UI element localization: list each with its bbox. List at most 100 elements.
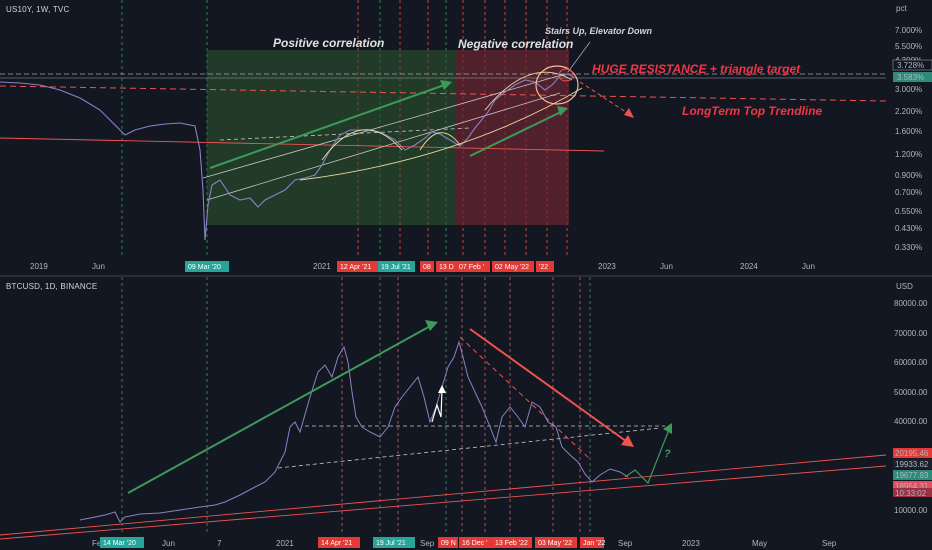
top-date-badges: 09 Mar '20 12 Apr '21 19 Jul '21 08 13 D 07 F… xyxy=(185,261,554,272)
bottom-date-badge: 19 Jul '21 xyxy=(373,537,415,548)
top-y-tick: 5.500% xyxy=(895,42,922,51)
rounding-arc-1 xyxy=(321,129,403,161)
btc-red-arrow-down xyxy=(469,328,631,445)
green-arrow-positive xyxy=(209,82,451,169)
btc-projection-arrowhead xyxy=(663,423,672,434)
rounding-arc-3 xyxy=(484,71,573,111)
bottom-y-tick: 10000.00 xyxy=(894,506,928,515)
bottom-date-badge: 13 Feb '22 xyxy=(492,537,532,548)
btcusd-chart-canvas[interactable]: ? 80000.00 70000.00 60000.00 50000.00 40000.… xyxy=(0,277,932,550)
top-date-badge: 02 May '22 xyxy=(492,261,534,272)
top-unit-label: pct xyxy=(896,4,907,13)
bottom-vertical-event-lines xyxy=(121,277,591,535)
top-trendline-red-dashed xyxy=(0,85,887,102)
top-date-badge: 13 D xyxy=(436,261,456,272)
top-x-tick: 2024 xyxy=(740,262,758,271)
bottom-date-badge: 16 Dec ' xyxy=(459,537,493,548)
svg-text:18954.31: 18954.31 xyxy=(895,482,929,491)
svg-text:19 Jul '21: 19 Jul '21 xyxy=(381,264,411,271)
bottom-y-tick: 80000.00 xyxy=(894,299,928,308)
support-curve xyxy=(299,87,583,181)
bottom-date-badge: 14 Apr '21 xyxy=(318,537,360,548)
top-y-tick: 0.330% xyxy=(895,243,922,252)
top-date-badge: 12 Apr '21 xyxy=(337,261,378,272)
us10y-price-line xyxy=(0,73,576,241)
bottom-x-tick: Jun xyxy=(162,539,175,548)
btcusd-price-line xyxy=(79,340,629,523)
top-y-tick: 7.000% xyxy=(895,26,922,35)
us10y-chart-pane[interactable]: Positive correlation Negative correlatio… xyxy=(0,0,932,276)
top-y-tick: 2.200% xyxy=(895,107,922,116)
top-y-tick: 0.700% xyxy=(895,188,922,197)
bottom-date-badges: 14 Mar '20 14 Apr '21 19 Jul '21 09 N 16 Dec… xyxy=(100,537,605,548)
green-arrowhead-positive xyxy=(440,80,452,90)
bottom-x-tick: Fe xyxy=(92,539,102,548)
svg-text:09 Mar '20: 09 Mar '20 xyxy=(188,264,221,271)
top-price-tag-1: 3.728% xyxy=(892,59,932,71)
channel-lower xyxy=(206,92,561,201)
btc-projection-path xyxy=(624,426,671,485)
top-y-tick: 1.600% xyxy=(895,127,922,136)
rounding-arc-2 xyxy=(419,132,461,151)
bottom-time-axis[interactable]: Fe Jun 7 2021 Sep Sep 2023 May Sep xyxy=(92,539,837,548)
svg-text:02 May '22: 02 May '22 xyxy=(495,264,529,271)
bottom-y-tick: 50000.00 xyxy=(894,388,928,397)
bottom-y-tick: 40000.00 xyxy=(894,417,928,426)
svg-text:13 Feb '22: 13 Feb '22 xyxy=(495,540,528,547)
btcusd-chart-pane[interactable]: ? 80000.00 70000.00 60000.00 50000.00 40000.… xyxy=(0,277,932,550)
bottom-x-tick: May xyxy=(752,539,767,548)
btc-red-arrowhead-down xyxy=(621,435,634,447)
svg-text:14 Mar '20: 14 Mar '20 xyxy=(103,540,136,547)
bottom-y-tick: 60000.00 xyxy=(894,358,928,367)
svg-text:19 Jul '21: 19 Jul '21 xyxy=(376,540,406,547)
top-x-tick: 2023 xyxy=(598,262,616,271)
bottom-date-badge: Jan '22 xyxy=(580,537,605,548)
us10y-chart-canvas[interactable]: Positive correlation Negative correlatio… xyxy=(0,0,932,276)
bottom-x-tick: Sep xyxy=(420,539,435,548)
red-arrow-down xyxy=(579,81,633,117)
top-price-tag-2: 3.583% xyxy=(893,72,932,82)
btc-support-line-1 xyxy=(0,454,887,536)
top-y-tick: 0.900% xyxy=(895,171,922,180)
btc-green-arrow-up xyxy=(127,323,435,494)
svg-text:19677.93: 19677.93 xyxy=(895,471,929,480)
negative-correlation-label: Negative correlation xyxy=(458,37,573,51)
support-trendline-red xyxy=(0,137,605,152)
top-x-tick: Jun xyxy=(802,262,815,271)
svg-text:07 Feb ': 07 Feb ' xyxy=(459,264,484,271)
bottom-x-tick: 2023 xyxy=(682,539,700,548)
btc-support-line-2 xyxy=(0,465,887,540)
bottom-unit-label: USD xyxy=(896,282,913,291)
bottom-x-tick: 2021 xyxy=(276,539,294,548)
green-arrowhead-negative xyxy=(557,106,568,116)
green-arrow-negative xyxy=(469,109,566,157)
us10y-symbol-label[interactable]: US10Y, 1W, TVC xyxy=(6,5,70,14)
svg-text:08: 08 xyxy=(423,264,431,271)
top-date-badge: '22 xyxy=(536,261,554,272)
svg-text:20195.46: 20195.46 xyxy=(895,449,929,458)
top-y-tick: 3.000% xyxy=(895,85,922,94)
bottom-x-tick: Sep xyxy=(822,539,837,548)
top-y-tick: 0.550% xyxy=(895,207,922,216)
negative-correlation-zone xyxy=(455,50,569,225)
btcusd-symbol-label[interactable]: BTCUSD, 1D, BINANCE xyxy=(6,282,98,291)
red-arrowhead-down xyxy=(624,108,634,118)
top-x-tick: 2019 xyxy=(30,262,48,271)
top-date-badge: 19 Jul '21 xyxy=(378,261,415,272)
channel-upper xyxy=(202,73,566,179)
bottom-date-badge: 14 Mar '20 xyxy=(100,537,144,548)
btc-white-arrowhead xyxy=(438,385,446,393)
triangle-target-circle xyxy=(558,68,574,82)
svg-text:3.583%: 3.583% xyxy=(897,73,924,82)
bottom-x-tick: Sep xyxy=(618,539,633,548)
resistance-target-circle xyxy=(535,65,579,105)
svg-text:13 D: 13 D xyxy=(439,264,454,271)
positive-correlation-label: Positive correlation xyxy=(273,36,384,50)
btc-price-tags: 20195.46 19933.62 19677.93 18954.31 10:3… xyxy=(893,448,932,498)
btc-white-arrow xyxy=(431,388,443,423)
pane-separator[interactable] xyxy=(0,275,932,277)
btc-question-mark: ? xyxy=(664,448,671,460)
svg-text:Jan '22: Jan '22 xyxy=(583,540,605,547)
btc-down-dashed xyxy=(459,336,591,460)
top-y-tick: 1.200% xyxy=(895,150,922,159)
